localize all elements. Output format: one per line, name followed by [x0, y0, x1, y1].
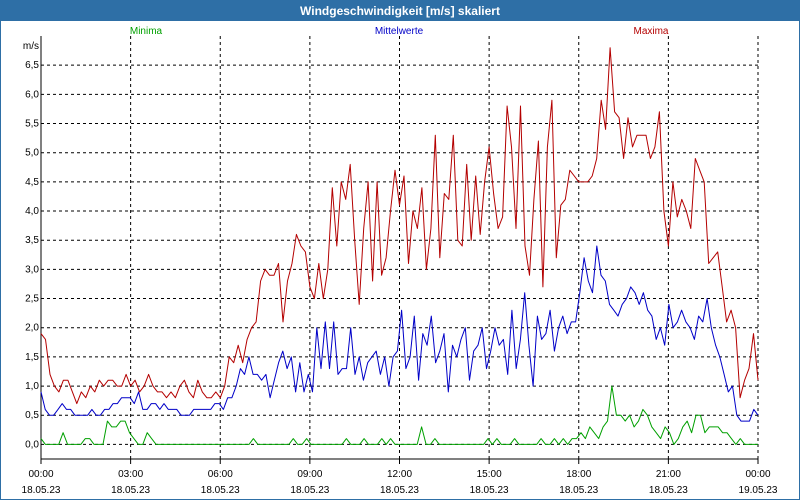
y-tick-label: 3,5 [25, 235, 39, 246]
y-tick-label: 2,5 [25, 294, 39, 305]
x-tick-date: 18.05.23 [22, 485, 61, 496]
x-tick-date: 18.05.23 [649, 485, 688, 496]
x-tick-time: 15:00 [477, 469, 502, 480]
legend-entry: Maxima [633, 26, 668, 37]
series-line-mittelwerte [40, 245, 759, 422]
x-tick-time: 12:00 [387, 469, 412, 480]
x-tick-time: 21:00 [656, 469, 681, 480]
y-tick-label: 5,0 [25, 148, 39, 159]
y-tick-label: 4,0 [25, 206, 39, 217]
chart-title: Windgeschwindigkeit [m/s] skaliert [1, 1, 799, 21]
y-tick-label: 6,5 [25, 60, 39, 71]
x-tick-time: 09:00 [297, 469, 322, 480]
series-line-minima [40, 385, 758, 445]
x-tick-date: 18.05.23 [111, 485, 150, 496]
y-tick-label: 6,0 [25, 89, 39, 100]
x-tick-date: 18.05.23 [380, 485, 419, 496]
legend-entry: Mittelwerte [375, 26, 424, 37]
y-tick-label: 2,0 [25, 323, 39, 334]
x-tick-date: 18.05.23 [470, 485, 509, 496]
y-tick-label: 3,0 [25, 264, 39, 275]
y-tick-label: 5,5 [25, 119, 39, 130]
y-tick-label: 1,0 [25, 381, 39, 392]
x-tick-time: 06:00 [208, 469, 233, 480]
x-tick-time: 03:00 [118, 469, 143, 480]
x-tick-date: 19.05.23 [739, 485, 778, 496]
x-tick-date: 18.05.23 [559, 485, 598, 496]
x-tick-date: 18.05.23 [290, 485, 329, 496]
x-tick-date: 18.05.23 [201, 485, 240, 496]
x-tick-time: 18:00 [566, 469, 591, 480]
y-tick-label: 4,5 [25, 177, 39, 188]
y-axis-unit: m/s [23, 41, 39, 52]
x-tick-time: 00:00 [28, 469, 53, 480]
series-line-maxima [40, 47, 759, 405]
legend-entry: Minima [130, 26, 163, 37]
x-tick-time: 00:00 [745, 469, 770, 480]
y-tick-label: 0,5 [25, 410, 39, 421]
y-tick-label: 0,0 [25, 439, 39, 450]
y-tick-label: 1,5 [25, 352, 39, 363]
